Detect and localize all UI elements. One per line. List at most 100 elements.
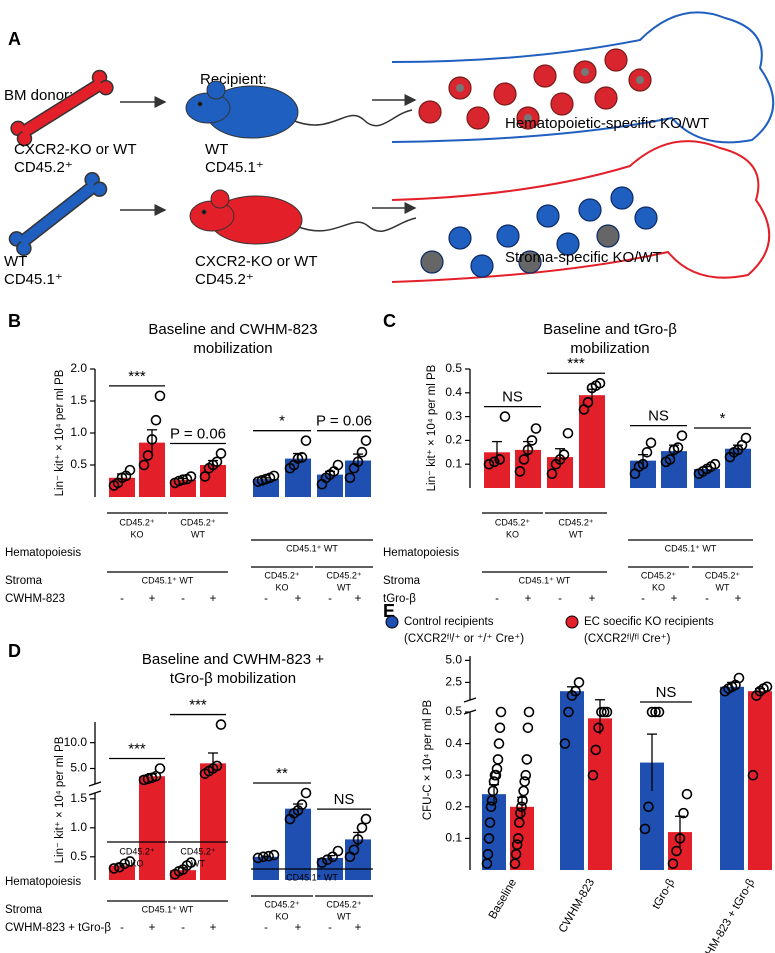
- data-point: [573, 677, 585, 688]
- data-point: [268, 849, 280, 861]
- data-point: [653, 706, 665, 718]
- data-point: [761, 681, 773, 693]
- data-point: [215, 448, 227, 459]
- data-point: [562, 427, 574, 439]
- row-label: Hematopoiesis: [383, 547, 459, 559]
- data-point: [681, 788, 693, 800]
- y-axis-label: CFU-C × 10⁴ per ml PB: [422, 700, 434, 821]
- treatment-sign: +: [210, 922, 217, 934]
- treatment-label: tGro-β: [383, 593, 416, 605]
- treatment-sign: -: [641, 593, 645, 605]
- significance-label: NS: [502, 389, 523, 406]
- group-label: WT: [337, 582, 351, 592]
- y-tick-label: 0.4: [445, 736, 462, 750]
- data-point: [124, 464, 136, 476]
- y-tick-label: 2.5: [445, 675, 462, 689]
- data-point: [300, 435, 312, 446]
- data-point: [494, 454, 505, 465]
- treatment-sign: +: [295, 922, 302, 934]
- data-point: [215, 719, 227, 730]
- group-label: CD45.1⁺ WT: [142, 904, 194, 914]
- significance-label: ***: [189, 697, 207, 714]
- x-tick-label: CWHM-823 + tGro-β: [694, 877, 758, 953]
- marrow-cells: [418, 48, 652, 130]
- data-point: [650, 706, 661, 718]
- y-tick-label: 1.0: [70, 820, 87, 834]
- data-point: [492, 754, 504, 765]
- group-label: CD45.2⁺: [326, 899, 362, 909]
- significance-label: *: [720, 410, 726, 427]
- data-point: [211, 760, 223, 772]
- data-point: [515, 807, 526, 819]
- group-label: WT: [716, 582, 730, 592]
- data-point: [514, 466, 526, 477]
- marrow-outline: [391, 11, 775, 144]
- bone: [10, 69, 114, 147]
- data-point: [114, 861, 125, 873]
- data-point: [488, 776, 500, 787]
- data-point: [185, 857, 197, 868]
- group-label: WT: [191, 858, 205, 868]
- data-point: [150, 414, 162, 426]
- data-point: [154, 390, 166, 402]
- data-point: [119, 858, 130, 870]
- donor-label: CD45.1⁺: [4, 271, 63, 288]
- chart-title: Baseline and tGro-β: [543, 321, 677, 338]
- group-label: CD45.2⁺: [495, 517, 531, 527]
- data-point: [356, 822, 368, 834]
- donor-title: BM donor:: [4, 87, 73, 104]
- data-point: [332, 459, 344, 471]
- legend-swatch: [385, 615, 399, 629]
- data-point: [348, 844, 360, 856]
- y-tick-label: 0.3: [445, 767, 462, 781]
- data-point: [252, 852, 264, 864]
- significance-label: ***: [128, 368, 146, 385]
- bar: [200, 763, 226, 880]
- y-tick-label: 0.1: [445, 831, 462, 845]
- bar: [748, 691, 772, 870]
- data-point: [199, 471, 211, 482]
- data-point: [530, 423, 542, 434]
- mouse: [185, 80, 413, 139]
- group-label: CD45.1⁺ WT: [665, 543, 717, 553]
- donor-label: CD45.2⁺: [14, 159, 73, 176]
- data-point: [124, 856, 136, 867]
- data-point: [185, 471, 197, 482]
- marrow-cells: [420, 186, 658, 278]
- data-point: [483, 458, 495, 470]
- data-point: [494, 722, 506, 734]
- x-tick-label: Baseline: [487, 877, 519, 921]
- significance-label: NS: [648, 408, 669, 425]
- legend-label: EC soecific KO recipients: [584, 616, 714, 628]
- y-tick-label: 0.3: [445, 409, 462, 423]
- treatment-sign: -: [264, 922, 268, 934]
- data-point: [570, 685, 581, 697]
- data-point: [300, 787, 312, 799]
- recipient-label: WT: [205, 141, 228, 158]
- data-point: [360, 435, 372, 446]
- group-label: CD45.1⁺ WT: [519, 575, 571, 585]
- treatment-sign: +: [525, 593, 532, 605]
- row-label: Stroma: [383, 575, 421, 587]
- data-point: [637, 458, 649, 470]
- data-point: [327, 851, 338, 863]
- recipient-label: CD45.2⁺: [195, 271, 254, 288]
- treatment-sign: -: [264, 593, 268, 605]
- bar: [694, 468, 720, 488]
- data-point: [138, 459, 150, 471]
- chart-title: mobilization: [570, 340, 649, 357]
- data-point: [352, 456, 364, 468]
- chart-title: Baseline and CWHM-823: [148, 321, 317, 338]
- group-label: KO: [275, 911, 288, 921]
- data-point: [511, 839, 523, 851]
- y-tick-label: 5.0: [70, 761, 87, 775]
- treatment-sign: +: [355, 922, 362, 934]
- data-point: [601, 706, 613, 718]
- bar: [285, 808, 311, 880]
- group-label: CD45.1⁺ WT: [286, 872, 338, 882]
- y-tick-label: 5.0: [445, 653, 462, 667]
- y-axis-label: Lin⁻ kit⁺ × 10⁴ per ml PB: [54, 369, 66, 496]
- row-label: Stroma: [5, 575, 43, 587]
- data-point: [268, 470, 280, 482]
